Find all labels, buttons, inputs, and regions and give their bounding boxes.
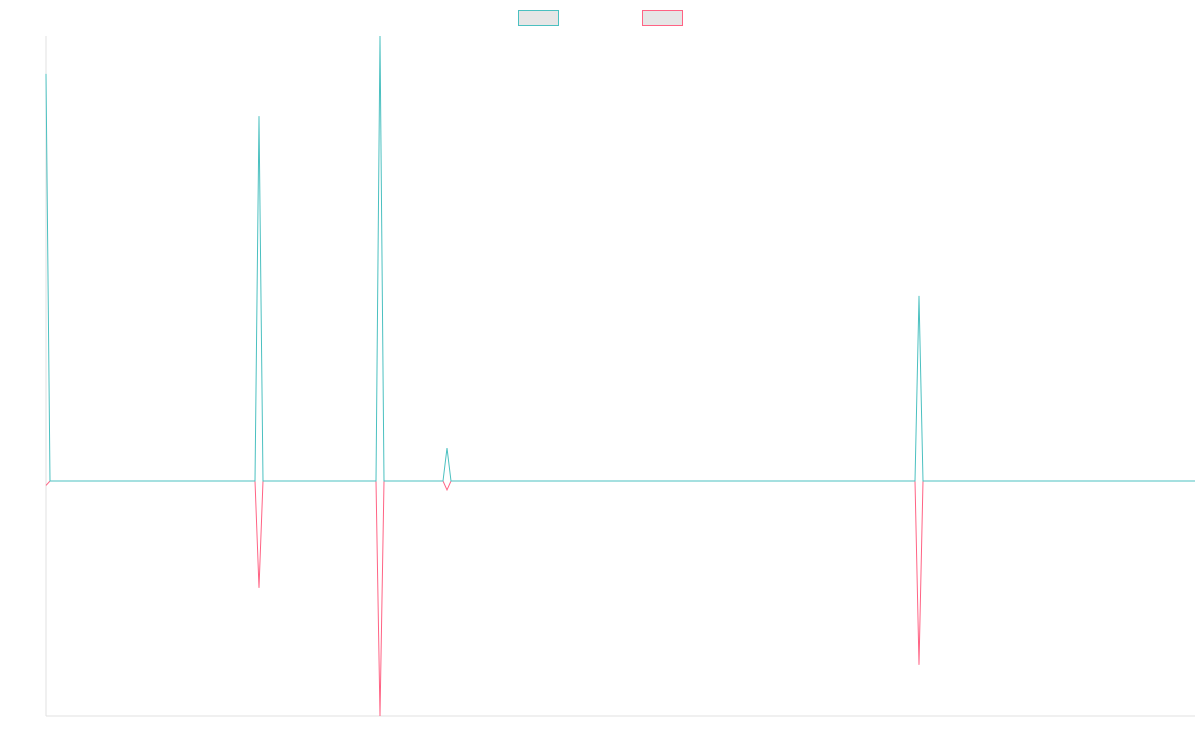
legend-swatch[interactable] <box>642 10 683 26</box>
series-line <box>45 480 1195 717</box>
legend-swatch[interactable] <box>518 10 559 26</box>
series-line <box>45 35 1195 482</box>
